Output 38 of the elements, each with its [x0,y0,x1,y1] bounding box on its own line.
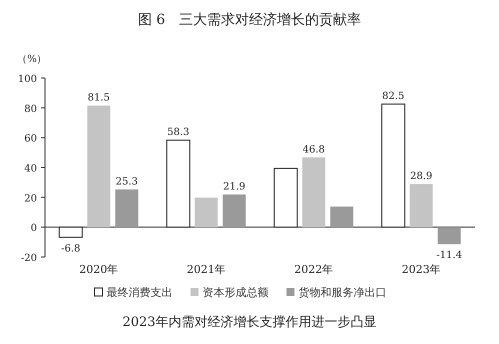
text: 2023年内需对经济增长支撑作用进一步凸显 [122,315,377,330]
data-label: 58.3 [167,127,190,138]
data-label: 25.3 [116,176,138,188]
bar [410,184,433,228]
y-tick-label: 100 [18,74,37,85]
chart-title: 图 6 三大需求对经济增长的贡献率 [138,12,362,28]
bar [274,168,298,228]
data-label: 21.9 [223,182,246,192]
legend-label: 资本形成总额 [202,286,268,299]
data-label: -11.4 [436,250,462,262]
y-tick-label: 0 [30,223,37,234]
bar [302,157,326,228]
x-tick-label: 2022年 [294,263,334,276]
bar [115,189,138,228]
x-tick-label: 2020年 [79,263,118,276]
data-label: -6.8 [61,243,80,254]
data-label: 81.5 [88,92,110,104]
data-label: 46.8 [302,144,325,156]
bar [330,206,354,228]
y-tick-label: -20 [20,253,37,264]
data-label: 28.9 [410,171,432,182]
bar [166,140,190,228]
y-tick-label: 80 [24,104,37,115]
data-label: 82.5 [382,91,404,102]
legend-label: 最终消费支出 [106,286,172,299]
bar [87,106,110,228]
y-tick-label: 40 [24,164,37,174]
bar [58,226,83,238]
bar [381,104,406,228]
bar [222,194,246,228]
x-tick-label: 2023年 [402,263,441,276]
bar [438,227,461,244]
y-tick-label: 60 [24,134,37,145]
y-tick-label: 20 [24,193,37,204]
legend-label: 货物和服务净出口 [298,286,386,299]
bar [194,198,218,228]
x-tick-label: 2021年 [186,263,226,276]
y-axis-title: （%） [17,54,47,65]
